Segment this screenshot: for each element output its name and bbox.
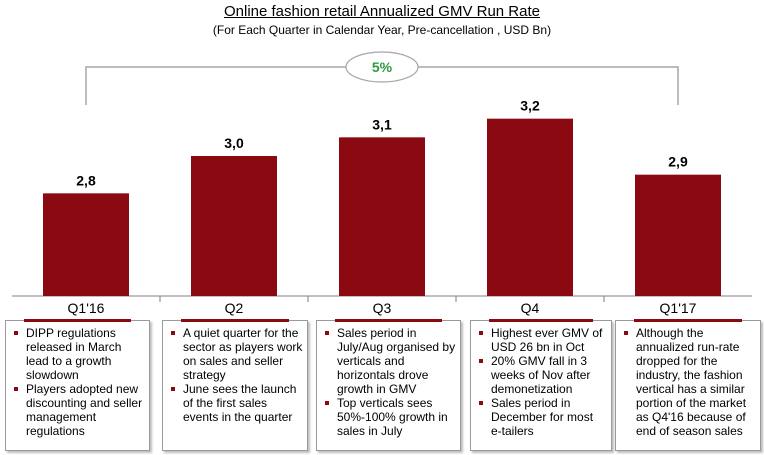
note-list: DIPP regulations released in March lead … bbox=[12, 326, 145, 438]
note-list: Highest ever GMV of USD 26 bn in Oct 20% … bbox=[477, 326, 607, 438]
category-label: Q4 bbox=[521, 300, 540, 316]
note-list: Sales period in July/Aug organised by ve… bbox=[323, 326, 456, 438]
note-box: Highest ever GMV of USD 26 bn in Oct 20% … bbox=[470, 319, 612, 451]
note-item: DIPP regulations released in March lead … bbox=[12, 326, 145, 382]
category-label: Q2 bbox=[225, 300, 244, 316]
note-item: Players adopted new discounting and sell… bbox=[12, 382, 145, 438]
note-item: Top verticals sees 50%-100% growth in sa… bbox=[323, 396, 456, 438]
bar-0 bbox=[43, 193, 129, 296]
note-item: Highest ever GMV of USD 26 bn in Oct bbox=[477, 326, 607, 354]
category-label: Q1'17 bbox=[660, 300, 697, 316]
chart-subtitle: (For Each Quarter in Calendar Year, Pre-… bbox=[212, 23, 552, 37]
bar-value-label: 2,8 bbox=[76, 172, 96, 188]
bar-value-label: 3,2 bbox=[520, 98, 540, 114]
category-label: Q1'16 bbox=[68, 300, 105, 316]
growth-label: 5% bbox=[372, 59, 393, 75]
note-item: Sales period in July/Aug organised by ve… bbox=[323, 326, 456, 396]
bar-2 bbox=[339, 137, 425, 296]
bar-value-label: 3,0 bbox=[224, 135, 244, 151]
chart-title: Online fashion retail Annualized GMV Run… bbox=[223, 3, 540, 20]
category-label: Q3 bbox=[373, 300, 392, 316]
bar-3 bbox=[487, 118, 573, 297]
growth-badge bbox=[345, 51, 419, 83]
bar-1 bbox=[191, 156, 277, 296]
note-box: A quiet quarter for the sector as player… bbox=[162, 319, 308, 451]
note-list: Although the annualized run-rate dropped… bbox=[622, 326, 756, 438]
note-item: Although the annualized run-rate dropped… bbox=[622, 326, 756, 438]
note-box: Sales period in July/Aug organised by ve… bbox=[316, 319, 461, 451]
note-item: June sees the launch of the first sales … bbox=[169, 382, 303, 424]
note-item: 20% GMV fall in 3 weeks of Nov after dem… bbox=[477, 354, 607, 396]
note-box: DIPP regulations released in March lead … bbox=[5, 319, 150, 451]
bar-value-label: 2,9 bbox=[668, 154, 688, 170]
note-list: A quiet quarter for the sector as player… bbox=[169, 326, 303, 424]
bar-4 bbox=[635, 174, 721, 296]
note-item: A quiet quarter for the sector as player… bbox=[169, 326, 303, 382]
bar-chart: 2,8 Q1'16 3,0 Q2 3,1 Q3 3,2 Q4 2,9 Q1'17 5% bbox=[12, 51, 752, 316]
quarter-notes: DIPP regulations released in March lead … bbox=[5, 319, 761, 453]
bar-value-label: 3,1 bbox=[372, 116, 392, 132]
note-item: Sales period in December for most e-tail… bbox=[477, 396, 607, 438]
note-box: Although the annualized run-rate dropped… bbox=[615, 319, 761, 451]
